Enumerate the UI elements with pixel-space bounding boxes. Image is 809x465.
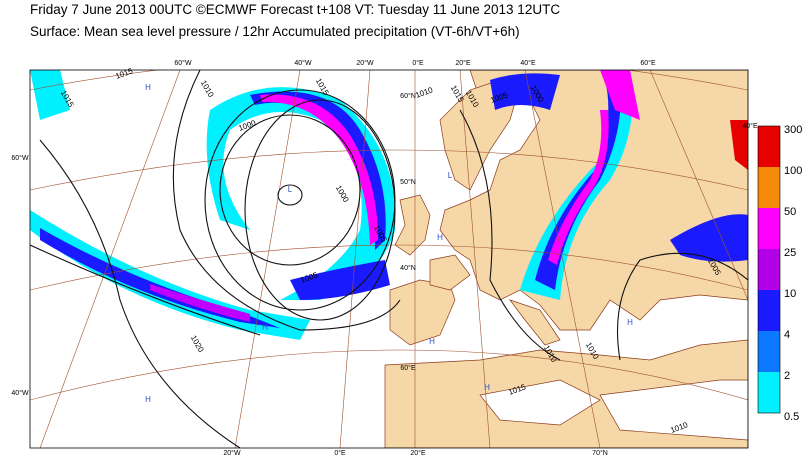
colorbar-label: 50 — [784, 206, 796, 218]
colorbar-label: 0.5 — [784, 411, 799, 423]
graticule-label: 40°E — [520, 59, 536, 67]
colorbar-swatch — [758, 372, 780, 413]
colorbar-label: 10 — [784, 288, 796, 300]
graticule-label: 70°N — [592, 449, 608, 457]
colorbar-label: 300 — [784, 124, 802, 136]
colorbar-label: 2 — [784, 370, 790, 382]
colorbar-swatch — [758, 126, 780, 167]
graticule — [30, 70, 748, 448]
pressure-center: L — [448, 171, 453, 180]
graticule-label: 20°E — [455, 59, 471, 67]
colorbar-label: 4 — [784, 329, 790, 341]
pressure-center: H — [145, 395, 151, 404]
graticule-label: 60°E — [400, 364, 416, 372]
colorbar-label: 25 — [784, 247, 796, 259]
colorbar-swatch — [758, 249, 780, 290]
colorbar-swatch — [758, 331, 780, 372]
graticule-label: 0°E — [334, 449, 346, 457]
graticule-label: 40°W — [11, 389, 29, 397]
colorbar-swatch — [758, 208, 780, 249]
graticule-label: 60°E — [640, 59, 656, 67]
graticule-label: 60°W — [11, 154, 29, 162]
colorbar-frame — [757, 125, 781, 414]
map-frame — [29, 69, 749, 449]
precipitation — [30, 70, 748, 340]
graticule-label: 20°W — [356, 59, 374, 67]
graticule-label: 60°N — [400, 92, 416, 100]
map-area — [30, 70, 748, 448]
pressure-center: H — [627, 318, 633, 327]
graticule-label: 40°N — [400, 264, 416, 272]
subtitle: Surface: Mean sea level pressure / 12hr … — [30, 24, 520, 39]
colorbar-label: 100 — [784, 165, 802, 177]
pressure-center: H — [484, 383, 490, 392]
graticule-label: 40°E — [742, 122, 758, 130]
colorbar-swatch — [758, 167, 780, 208]
pressure-center: H — [145, 83, 151, 92]
graticule-label: 0°E — [412, 59, 424, 67]
graticule-label: 20°W — [223, 449, 241, 457]
colorbar — [757, 125, 781, 414]
colorbar-swatch — [758, 290, 780, 331]
pressure-center: H — [429, 337, 435, 346]
title: Friday 7 June 2013 00UTC ©ECMWF Forecast… — [30, 2, 560, 17]
graticule-label: 60°W — [174, 59, 192, 67]
pressure-center: L — [288, 185, 293, 194]
pressure-center: H — [262, 323, 268, 332]
graticule-label: 20°E — [410, 449, 426, 457]
graticule-label: 50°N — [400, 178, 416, 186]
pressure-center: H — [437, 233, 443, 242]
graticule-label: 40°W — [294, 59, 312, 67]
isobars — [30, 70, 748, 448]
